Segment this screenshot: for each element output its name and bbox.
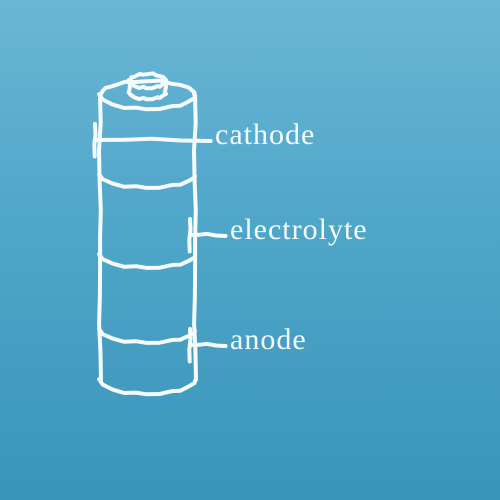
label-anode: anode — [230, 323, 307, 357]
battery-diagram-svg — [0, 0, 500, 500]
label-electrolyte: electrolyte — [230, 213, 368, 247]
label-cathode: cathode — [215, 118, 315, 152]
